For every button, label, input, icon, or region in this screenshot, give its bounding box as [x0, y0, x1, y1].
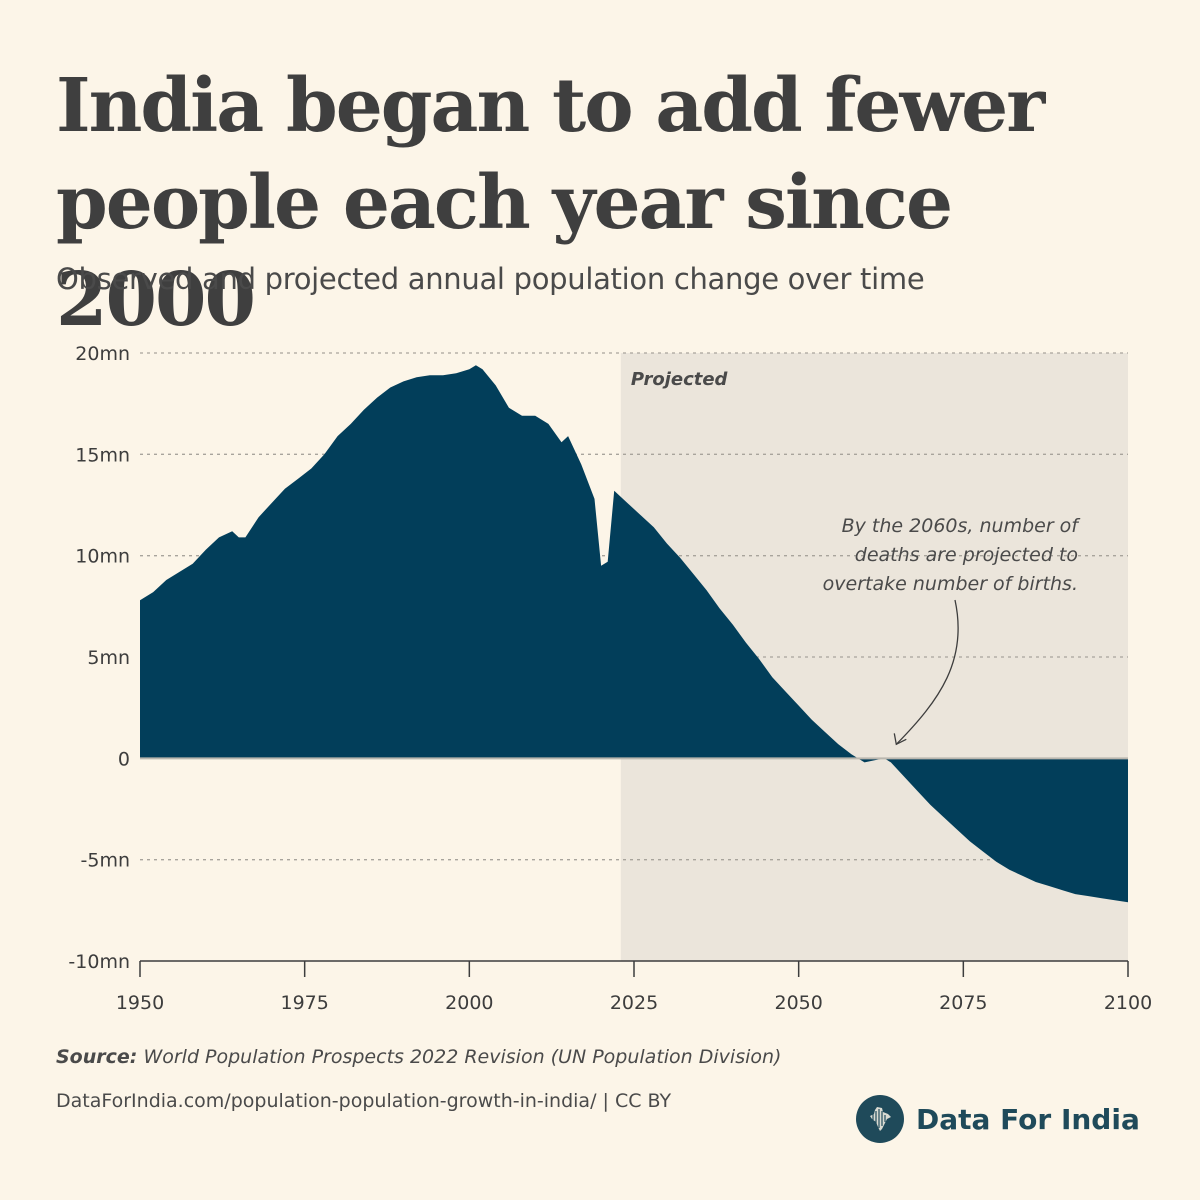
- source-text: World Population Prospects 2022 Revision…: [143, 1046, 782, 1068]
- y-tick-label: 5mn: [87, 647, 130, 669]
- x-tick-label: 2100: [1104, 992, 1152, 1014]
- population-change-chart: 20mn 15mn 10mn 5mn 0 -5mn -10mn 1950 1975 2000 202…: [68, 343, 1152, 1014]
- brand-logo-lockup: Data For India: [856, 1095, 1140, 1143]
- y-tick-label: 0: [118, 748, 130, 770]
- y-tick-label: -10mn: [68, 951, 130, 973]
- annotation-arrow: [895, 599, 959, 745]
- x-tick-label: 1950: [116, 992, 164, 1014]
- annotation-line: By the 2060s, number of: [842, 515, 1082, 537]
- chart-title: India began to add fewer people each yea…: [56, 63, 1045, 343]
- x-tick-label: 2050: [774, 992, 822, 1014]
- brand-name: Data For India: [916, 1102, 1140, 1136]
- population-change-area: [140, 365, 1128, 903]
- chart-subtitle: Observed and projected annual population…: [56, 262, 925, 296]
- y-tick-label: 10mn: [75, 546, 130, 568]
- x-tick-label: 2025: [610, 992, 658, 1014]
- x-tick-label: 1975: [280, 992, 328, 1014]
- source-url: DataForIndia.com/population-population-g…: [56, 1090, 672, 1112]
- india-map-icon: [856, 1095, 904, 1143]
- source-note: Source: World Population Prospects 2022 …: [56, 1046, 781, 1068]
- x-tick-label: 2000: [445, 992, 493, 1014]
- y-tick-label: 20mn: [75, 343, 130, 365]
- annotation-arrowhead: [893, 733, 907, 746]
- y-tick-label: -5mn: [81, 850, 131, 872]
- y-tick-label: 15mn: [75, 444, 130, 466]
- x-tick-label: 2075: [939, 992, 987, 1014]
- projected-label: Projected: [631, 369, 729, 390]
- annotation-line: deaths are projected to: [855, 544, 1078, 566]
- annotation-line: overtake number of births.: [823, 573, 1078, 595]
- source-label: Source:: [56, 1046, 138, 1068]
